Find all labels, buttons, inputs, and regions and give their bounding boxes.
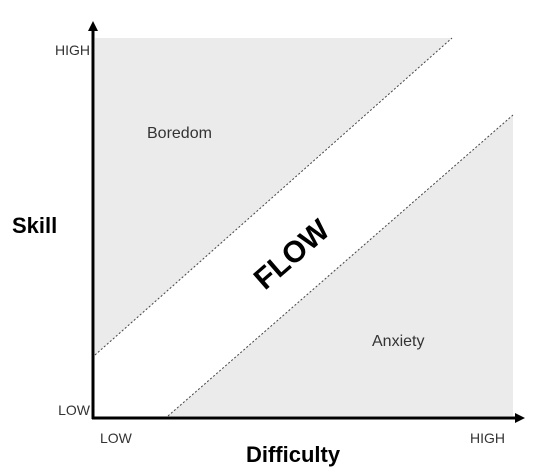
x-axis-label: Difficulty [246, 442, 341, 467]
boredom-label: Boredom [147, 125, 212, 142]
x-low-label: LOW [100, 430, 133, 446]
x-high-label: HIGH [470, 430, 505, 446]
lower-boundary [167, 114, 514, 417]
y-low-label: LOW [58, 402, 91, 418]
y-high-label: HIGH [55, 42, 90, 58]
boredom-area [95, 38, 452, 355]
upper-boundary [94, 37, 453, 356]
anxiety-label: Anxiety [372, 333, 424, 350]
y-axis-label: Skill [12, 213, 57, 238]
